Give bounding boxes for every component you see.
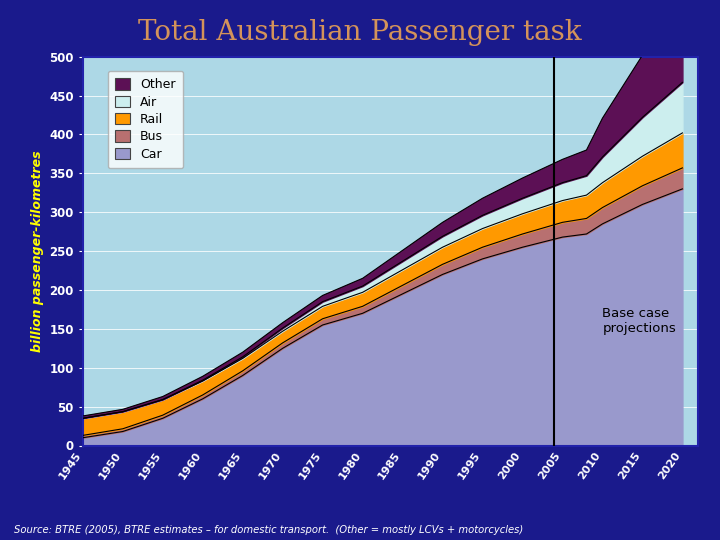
Text: Base case
projections: Base case projections: [603, 307, 676, 335]
Legend: Other, Air, Rail, Bus, Car: Other, Air, Rail, Bus, Car: [107, 71, 183, 168]
Text: Total Australian Passenger task: Total Australian Passenger task: [138, 19, 582, 46]
Text: Source: BTRE (2005), BTRE estimates – for domestic transport.  (Other = mostly L: Source: BTRE (2005), BTRE estimates – fo…: [14, 524, 523, 535]
Y-axis label: billion passenger-kilometres: billion passenger-kilometres: [30, 150, 44, 352]
